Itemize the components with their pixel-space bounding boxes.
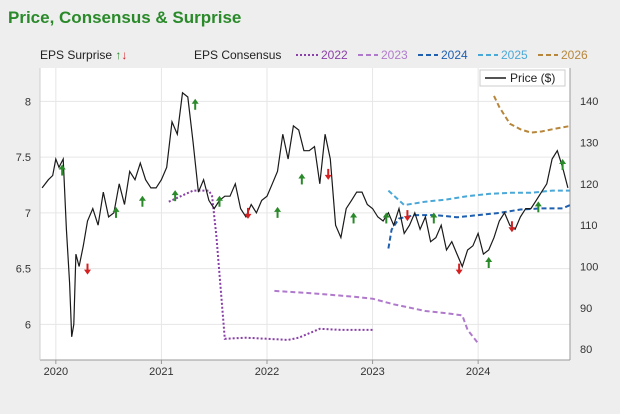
legend-surprise-label: EPS Surprise — [40, 48, 113, 62]
consensus-line-2022 — [168, 189, 373, 341]
eps-beat-arrow-icon — [298, 173, 306, 185]
miss-arrow-icon: ↓ — [121, 48, 128, 62]
legend-year-2026: 2026 — [561, 48, 588, 62]
x-tick-label: 2020 — [44, 366, 68, 378]
y-tick-left: 6.5 — [16, 264, 31, 276]
eps-miss-arrow-icon — [455, 263, 463, 275]
eps-miss-arrow-icon — [84, 263, 92, 275]
y-tick-left: 6 — [25, 319, 31, 331]
eps-beat-arrow-icon — [485, 257, 493, 269]
beat-arrow-icon: ↑ — [115, 48, 122, 62]
eps-beat-arrow-icon — [191, 98, 199, 110]
y-tick-left: 7.5 — [16, 152, 31, 164]
x-tick-label: 2023 — [360, 366, 384, 378]
y-tick-right: 100 — [580, 262, 598, 274]
eps-beat-arrow-icon — [215, 195, 223, 207]
price-legend-label: Price ($) — [510, 71, 555, 85]
eps-beat-arrow-icon — [112, 206, 120, 218]
y-tick-right: 110 — [580, 220, 598, 232]
eps-beat-arrow-icon — [559, 158, 567, 170]
x-tick-label: 2024 — [466, 366, 490, 378]
legend-surprise: EPS Surprise ↑↓ — [40, 48, 127, 62]
eps-beat-arrow-icon — [274, 206, 282, 218]
y-tick-right: 90 — [580, 303, 592, 315]
eps-beat-arrow-icon — [382, 212, 390, 224]
price-line — [41, 91, 569, 337]
chart-title: Price, Consensus & Surprise — [8, 8, 242, 27]
legend-year-2025: 2025 — [501, 48, 528, 62]
consensus-line-2025 — [387, 189, 570, 207]
eps-beat-arrow-icon — [430, 212, 438, 224]
y-tick-right: 120 — [580, 179, 598, 191]
consensus-line-2024 — [387, 204, 571, 249]
legend-consensus: EPS Consensus — [194, 48, 281, 62]
eps-beat-arrow-icon — [58, 164, 66, 176]
x-tick-label: 2022 — [255, 366, 279, 378]
eps-beat-arrow-icon — [534, 201, 542, 213]
eps-beat-arrow-icon — [350, 212, 358, 224]
eps-beat-arrow-icon — [171, 190, 179, 202]
y-tick-left: 8 — [25, 96, 31, 108]
y-tick-right: 140 — [580, 96, 598, 108]
eps-miss-arrow-icon — [244, 207, 252, 219]
consensus-line-2023 — [274, 289, 479, 344]
legend-year-2024: 2024 — [441, 48, 468, 62]
price-legend-box — [479, 69, 566, 87]
legend-year-2022: 2022 — [321, 48, 348, 62]
consensus-line-2026 — [493, 95, 571, 134]
eps-miss-arrow-icon — [403, 210, 411, 222]
x-tick-label: 2021 — [149, 366, 173, 378]
y-tick-right: 80 — [580, 344, 592, 356]
eps-miss-arrow-icon — [508, 221, 516, 233]
eps-beat-arrow-icon — [138, 195, 146, 207]
legend-year-2023: 2023 — [381, 48, 408, 62]
legend-consensus-label: EPS Consensus — [194, 48, 282, 62]
y-tick-right: 130 — [580, 137, 598, 149]
eps-miss-arrow-icon — [324, 168, 332, 180]
y-tick-left: 7 — [25, 208, 31, 220]
